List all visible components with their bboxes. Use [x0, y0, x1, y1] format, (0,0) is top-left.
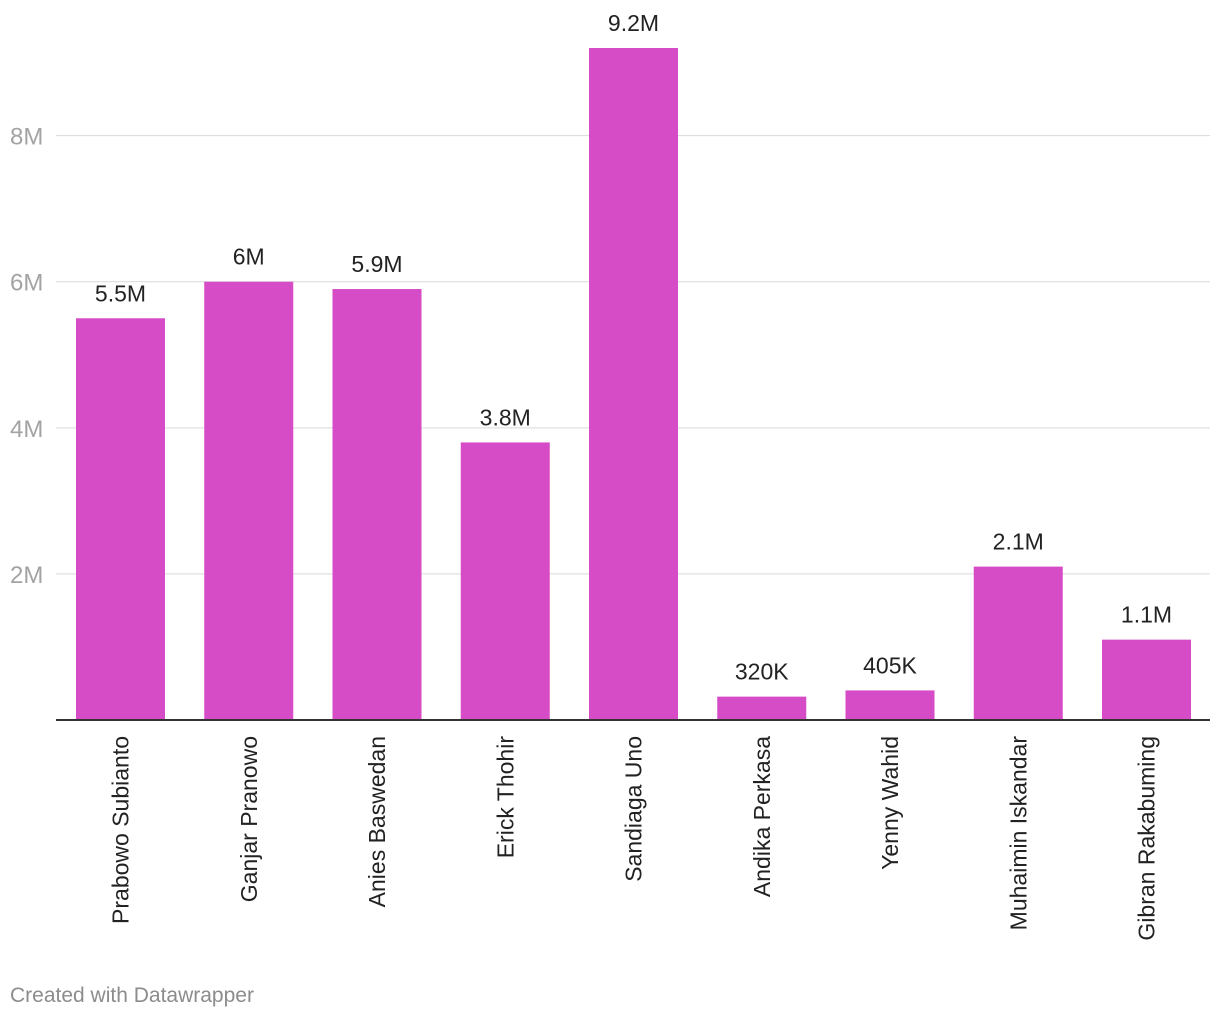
value-label: 6M	[233, 244, 265, 270]
value-label: 1.1M	[1121, 602, 1172, 628]
x-tick-label: Erick Thohir	[492, 736, 518, 859]
credit-text: Created with Datawrapper	[10, 984, 254, 1007]
value-label: 2.1M	[993, 529, 1044, 555]
y-tick-label: 2M	[10, 562, 43, 589]
value-label: 320K	[735, 659, 789, 685]
x-tick-label: Prabowo Subianto	[108, 736, 134, 924]
x-tick-label: Anies Baswedan	[364, 736, 390, 907]
y-tick-label: 8M	[10, 124, 43, 151]
bar	[76, 318, 165, 720]
x-tick-label: Andika Perkasa	[749, 736, 775, 897]
bar	[589, 48, 678, 720]
y-tick-label: 4M	[10, 416, 43, 443]
value-label: 9.2M	[608, 10, 659, 36]
x-tick-label: Yenny Wahid	[877, 736, 903, 870]
y-tick-label: 6M	[10, 270, 43, 297]
bar	[1102, 639, 1191, 720]
x-tick-label: Ganjar Pranowo	[236, 736, 262, 902]
bar	[845, 690, 935, 720]
bar	[717, 696, 807, 720]
x-tick-label: Gibran Rakabuming	[1134, 736, 1160, 941]
value-label: 3.8M	[480, 404, 531, 430]
x-tick-label: Sandiaga Uno	[621, 736, 647, 882]
value-label: 405K	[863, 652, 917, 678]
value-label: 5.9M	[351, 251, 402, 277]
value-label: 5.5M	[95, 280, 146, 306]
bar	[460, 442, 550, 720]
x-tick-label: Muhaimin Iskandar	[1005, 736, 1031, 931]
bar	[973, 566, 1063, 720]
bar	[332, 289, 422, 720]
bar	[204, 281, 294, 720]
